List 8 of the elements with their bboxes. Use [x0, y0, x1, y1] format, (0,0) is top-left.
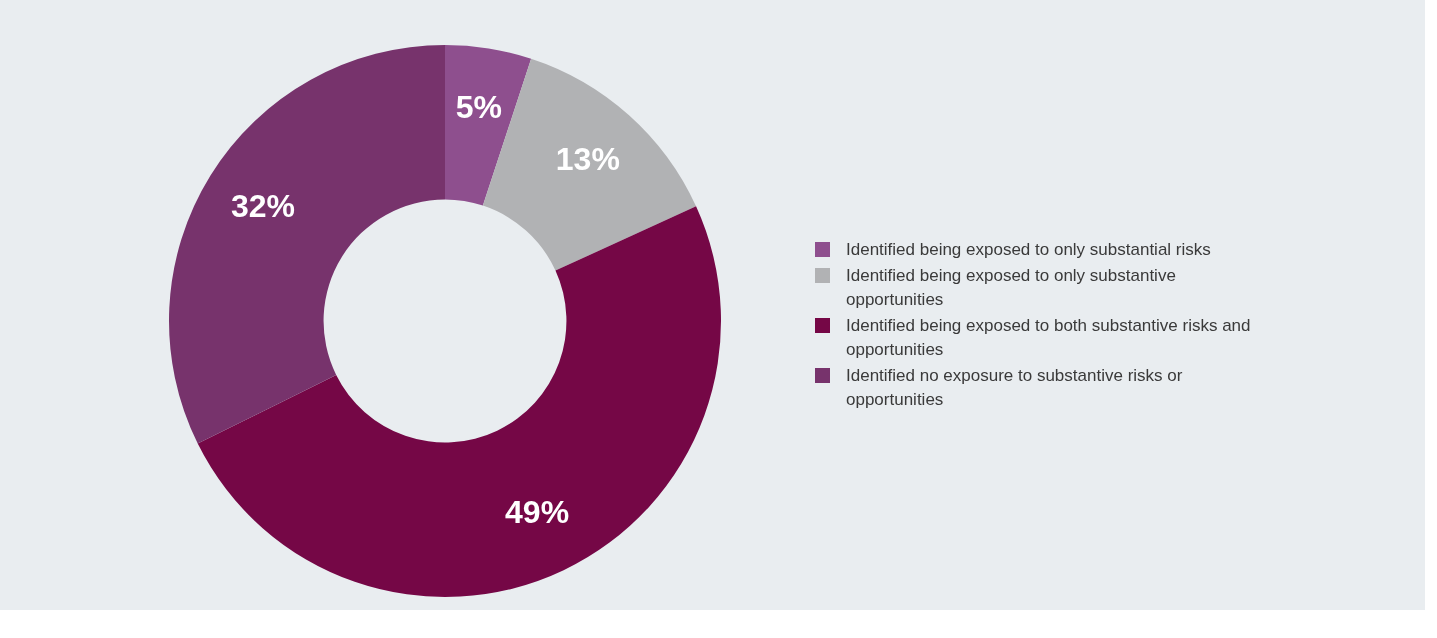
legend-label: Identified being exposed to only substantial risks	[846, 239, 1211, 261]
legend-label: Identified being exposed to only substantive opportunities	[846, 265, 1177, 311]
legend-label: Identified being exposed to both substantive risks and opportunities	[846, 315, 1252, 361]
data-label: 5%	[455, 89, 502, 126]
data-label: 49%	[505, 494, 570, 531]
legend-label: Identified no exposure to substantive risks or opportunities	[846, 365, 1184, 411]
data-label: 13%	[555, 141, 620, 178]
data-label: 32%	[230, 187, 296, 224]
